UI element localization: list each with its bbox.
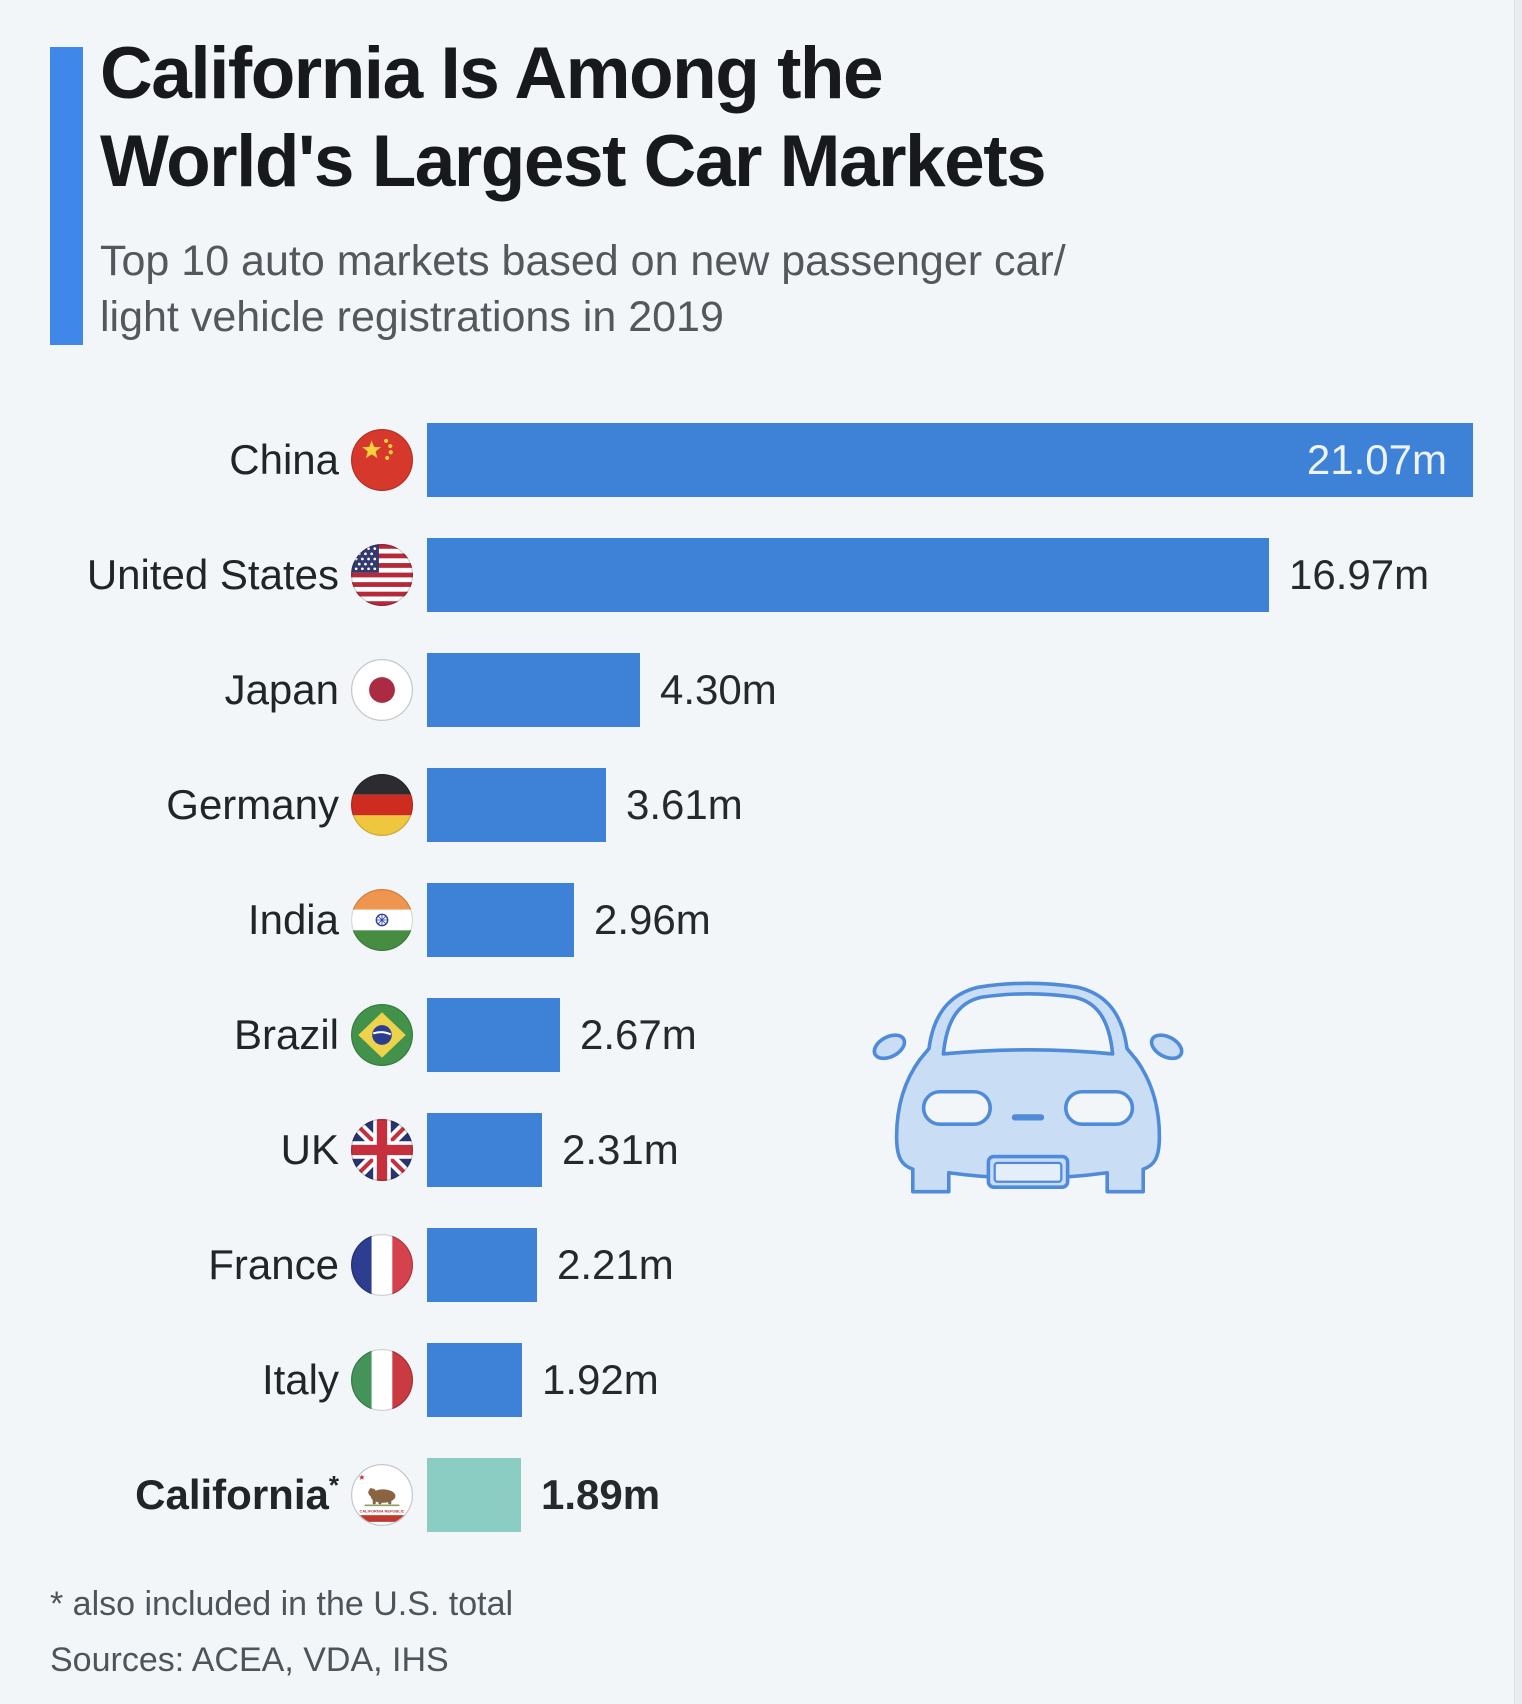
france-flag-icon [351,1234,413,1296]
value-label: 1.89m [541,1471,661,1518]
country-label: California* [135,1470,339,1518]
us-flag-icon [351,544,413,606]
value-label: 2.21m [557,1241,674,1288]
bar [427,1458,521,1532]
country-label: China [229,436,339,483]
value-label: 3.61m [626,781,743,828]
car-icon [866,938,1190,1196]
country-label: Japan [224,666,339,713]
bar [427,998,560,1072]
country-label: Germany [166,781,339,828]
germany-flag-icon [351,774,413,836]
bar-row-china: China 21.07m [0,423,1522,497]
uk-flag-icon [351,1119,413,1181]
bar-row-united-states: United States [0,538,1522,612]
sources: Sources: ACEA, VDA, IHS [50,1641,449,1680]
value-label: 2.96m [594,896,711,943]
value-label: 2.67m [580,1011,697,1058]
page-subtitle: Top 10 auto markets based on new passeng… [100,234,1066,346]
india-flag-icon [351,889,413,951]
bar-row-italy: Italy 1.92m [0,1343,1522,1417]
bar-chart: China 21.07m [0,423,1522,1533]
bar-row-uk: UK 2.31m [0,1113,1522,1187]
svg-text:CALIFORNIA REPUBLIC: CALIFORNIA REPUBLIC [360,1508,405,1513]
bar [427,1343,522,1417]
bar-row-california: California* [0,1458,1522,1532]
title-line-2: World's Largest Car Markets [100,120,1047,202]
country-label: India [247,896,339,943]
bar [427,653,640,727]
italy-flag-icon [351,1349,413,1411]
country-label: Brazil [233,1011,339,1058]
country-label: United States [86,551,339,598]
value-label: 16.97m [1289,551,1430,598]
china-flag-icon [351,429,413,491]
value-label: 21.07m [1306,436,1447,483]
value-label: 2.31m [562,1126,679,1173]
bar-row-japan: Japan 4.30m [0,653,1522,727]
footnote: * also included in the U.S. total [50,1585,514,1623]
bar-row-india: India [0,883,1522,957]
subtitle-line-2: light vehicle registrations in 2019 [100,292,724,341]
bar [427,1228,537,1302]
bar [427,538,1269,612]
bar [427,1113,542,1187]
brazil-flag-icon [351,1004,413,1066]
value-label: 1.92m [542,1356,659,1403]
title-line-1: California Is Among the [100,33,884,114]
bar-row-france: France 2.21m [0,1228,1522,1302]
bar [427,768,606,842]
bar [427,883,574,957]
page-title: California Is Among the World's Largest … [100,30,1047,205]
value-label: 4.30m [660,666,777,713]
subtitle-line-1: Top 10 auto markets based on new passeng… [100,237,1066,285]
title-accent-bar [50,47,83,345]
california-flag-icon: CALIFORNIA REPUBLIC [351,1464,413,1526]
country-label: France [208,1241,339,1288]
country-label: Italy [261,1356,339,1403]
bar-row-brazil: Brazil 2.67m [0,998,1522,1072]
footer: * also included in the U.S. total Source… [50,1576,513,1688]
japan-flag-icon [351,659,413,721]
bar [427,423,1473,497]
scrollbar[interactable] [1514,0,1522,1704]
bar-row-germany: Germany 3.61m [0,768,1522,842]
country-label: UK [280,1126,339,1173]
